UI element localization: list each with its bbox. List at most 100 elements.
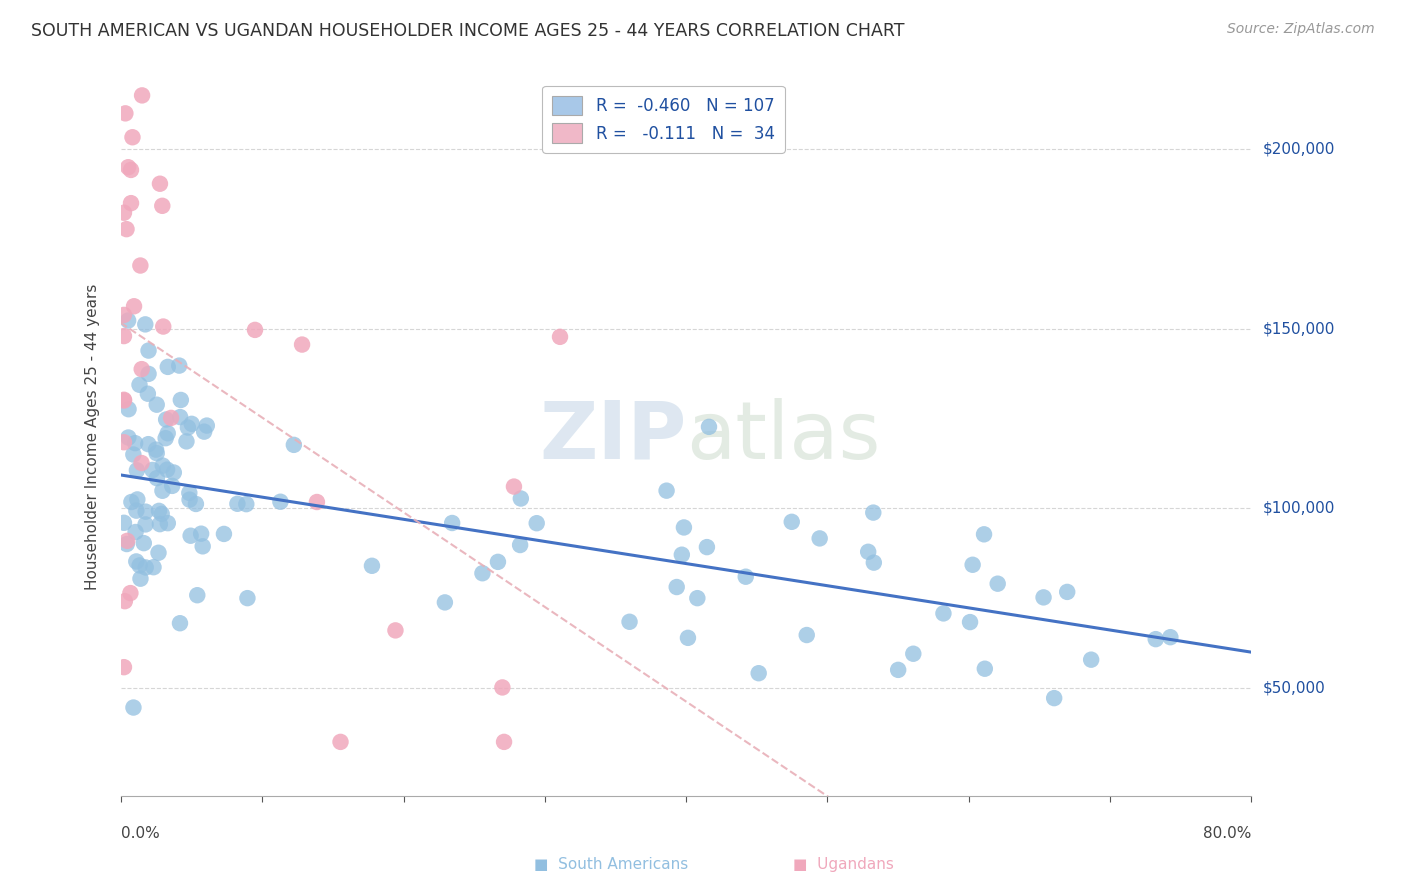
Point: [145, 398, 167, 412]
Point: [150, 507, 173, 521]
Text: ZIP: ZIP: [538, 398, 686, 475]
Point: [191, 539, 214, 553]
Point: [120, 495, 142, 509]
Point: [141, 463, 163, 477]
Point: [112, 660, 135, 674]
Point: [136, 437, 159, 451]
Point: [696, 540, 718, 554]
Point: [125, 554, 148, 568]
Text: $200,000: $200,000: [1263, 142, 1334, 157]
Text: $100,000: $100,000: [1263, 501, 1334, 516]
Point: [117, 402, 139, 417]
Point: [305, 495, 328, 509]
Point: [548, 330, 571, 344]
Point: [114, 594, 136, 608]
Point: [132, 536, 155, 550]
Text: SOUTH AMERICAN VS UGANDAN HOUSEHOLDER INCOME AGES 25 - 44 YEARS CORRELATION CHAR: SOUTH AMERICAN VS UGANDAN HOUSEHOLDER IN…: [31, 22, 904, 40]
Point: [1080, 653, 1102, 667]
Point: [796, 628, 818, 642]
Point: [243, 323, 266, 337]
Point: [134, 318, 156, 332]
Point: [269, 494, 291, 508]
Point: [186, 588, 208, 602]
Point: [671, 548, 693, 562]
Point: [862, 506, 884, 520]
Point: [112, 329, 135, 343]
Point: [509, 491, 531, 506]
Point: [226, 497, 249, 511]
Point: [780, 515, 803, 529]
Text: Source: ZipAtlas.com: Source: ZipAtlas.com: [1227, 22, 1375, 37]
Point: [169, 410, 191, 425]
Point: [361, 558, 384, 573]
Point: [160, 410, 183, 425]
Point: [748, 666, 770, 681]
Point: [190, 526, 212, 541]
Point: [1056, 585, 1078, 599]
Point: [112, 308, 135, 322]
Point: [176, 434, 198, 449]
Point: [115, 222, 138, 236]
Point: [155, 412, 177, 426]
Point: [1032, 591, 1054, 605]
Point: [184, 497, 207, 511]
Text: $50,000: $50,000: [1263, 681, 1324, 696]
Point: [959, 615, 981, 629]
Point: [156, 426, 179, 441]
Point: [441, 516, 464, 530]
Point: [150, 199, 173, 213]
Point: [149, 517, 172, 532]
Point: [177, 420, 200, 434]
Point: [152, 458, 174, 473]
Point: [115, 537, 138, 551]
Point: [145, 442, 167, 457]
Point: [112, 393, 135, 408]
Point: [120, 196, 142, 211]
Point: [862, 556, 884, 570]
Point: [138, 343, 160, 358]
Point: [127, 492, 149, 507]
Point: [117, 313, 139, 327]
Text: ■  Ugandans: ■ Ugandans: [793, 857, 894, 872]
Point: [236, 591, 259, 606]
Point: [212, 527, 235, 541]
Point: [135, 517, 157, 532]
Point: [149, 177, 172, 191]
Point: [122, 448, 145, 462]
Legend: R =  -0.460   N = 107, R =   -0.111   N =  34: R = -0.460 N = 107, R = -0.111 N = 34: [543, 86, 785, 153]
Point: [125, 503, 148, 517]
Point: [526, 516, 548, 531]
Point: [509, 538, 531, 552]
Point: [193, 425, 215, 439]
Point: [136, 386, 159, 401]
Point: [114, 106, 136, 120]
Point: [155, 431, 177, 445]
Point: [655, 483, 678, 498]
Point: [128, 377, 150, 392]
Point: [142, 560, 165, 574]
Point: [932, 607, 955, 621]
Point: [962, 558, 984, 572]
Point: [179, 492, 201, 507]
Point: [131, 362, 153, 376]
Point: [148, 504, 170, 518]
Point: [138, 367, 160, 381]
Point: [179, 486, 201, 500]
Point: [125, 463, 148, 477]
Point: [117, 431, 139, 445]
Point: [115, 533, 138, 548]
Point: [135, 560, 157, 574]
Point: [973, 662, 995, 676]
Point: [129, 259, 152, 273]
Point: [856, 545, 879, 559]
Point: [1043, 691, 1066, 706]
Point: [170, 392, 193, 407]
Point: [120, 586, 142, 600]
Text: ■  South Americans: ■ South Americans: [534, 857, 689, 872]
Point: [112, 392, 135, 407]
Point: [135, 505, 157, 519]
Point: [676, 631, 699, 645]
Point: [124, 524, 146, 539]
Point: [329, 735, 352, 749]
Point: [112, 205, 135, 219]
